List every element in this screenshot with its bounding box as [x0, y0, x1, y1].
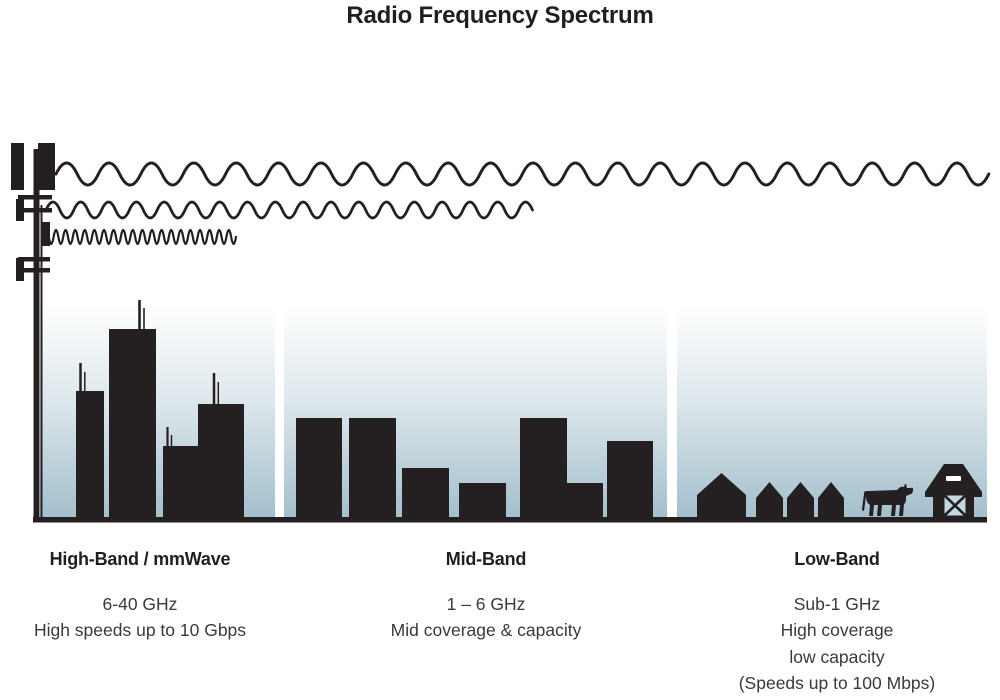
- cell-tower-icon: [11, 143, 55, 518]
- band-line: Mid coverage & capacity: [390, 620, 582, 641]
- band-line: (Speeds up to 100 Mbps): [738, 673, 936, 694]
- spectrum-scene: [11, 143, 991, 523]
- house: [697, 473, 746, 518]
- building: [520, 418, 567, 518]
- building: [459, 483, 506, 518]
- cow-icon: [862, 484, 913, 516]
- house: [787, 482, 814, 518]
- band-line: Sub-1 GHz: [793, 594, 881, 614]
- band-line: High coverage: [780, 620, 894, 641]
- skyscraper: [163, 446, 198, 518]
- building: [296, 418, 342, 518]
- building: [607, 441, 653, 518]
- band-label-low: Low-Band Sub-1 GHz High coverage low cap…: [692, 549, 982, 697]
- skyscraper: [109, 329, 156, 518]
- building: [349, 418, 396, 518]
- band-heading-low: Low-Band: [794, 549, 880, 569]
- skyscraper-city-icon: [76, 300, 244, 518]
- radio-wave-medium-icon: [44, 200, 534, 220]
- band-label-mid: Mid-Band 1 – 6 GHz Mid coverage & capaci…: [341, 549, 631, 644]
- skyscraper: [198, 404, 244, 518]
- band-line: 6-40 GHz: [102, 594, 178, 614]
- mid-band-sky-panel: [284, 306, 667, 518]
- barn-icon: [925, 464, 982, 519]
- barn-loft-vent: [946, 476, 961, 481]
- band-line: High speeds up to 10 Gbps: [33, 620, 247, 641]
- mid-rise-city-icon: [296, 418, 653, 518]
- page-title: Radio Frequency Spectrum: [346, 2, 654, 29]
- radio-wave-short-icon: [42, 228, 238, 246]
- band-label-high: High-Band / mmWave 6-40 GHz High speeds …: [20, 549, 260, 644]
- ground-line: [33, 517, 987, 523]
- skyscraper: [76, 391, 104, 518]
- house: [818, 482, 844, 518]
- band-heading-mid: Mid-Band: [445, 549, 527, 569]
- band-line: low capacity: [789, 646, 885, 667]
- building: [402, 468, 449, 518]
- band-line: 1 – 6 GHz: [446, 594, 526, 614]
- houses-icon: [697, 473, 844, 518]
- radio-wave-long-icon: [54, 161, 991, 187]
- building: [567, 483, 603, 518]
- house: [756, 482, 783, 518]
- band-heading-high: High-Band / mmWave: [49, 549, 231, 569]
